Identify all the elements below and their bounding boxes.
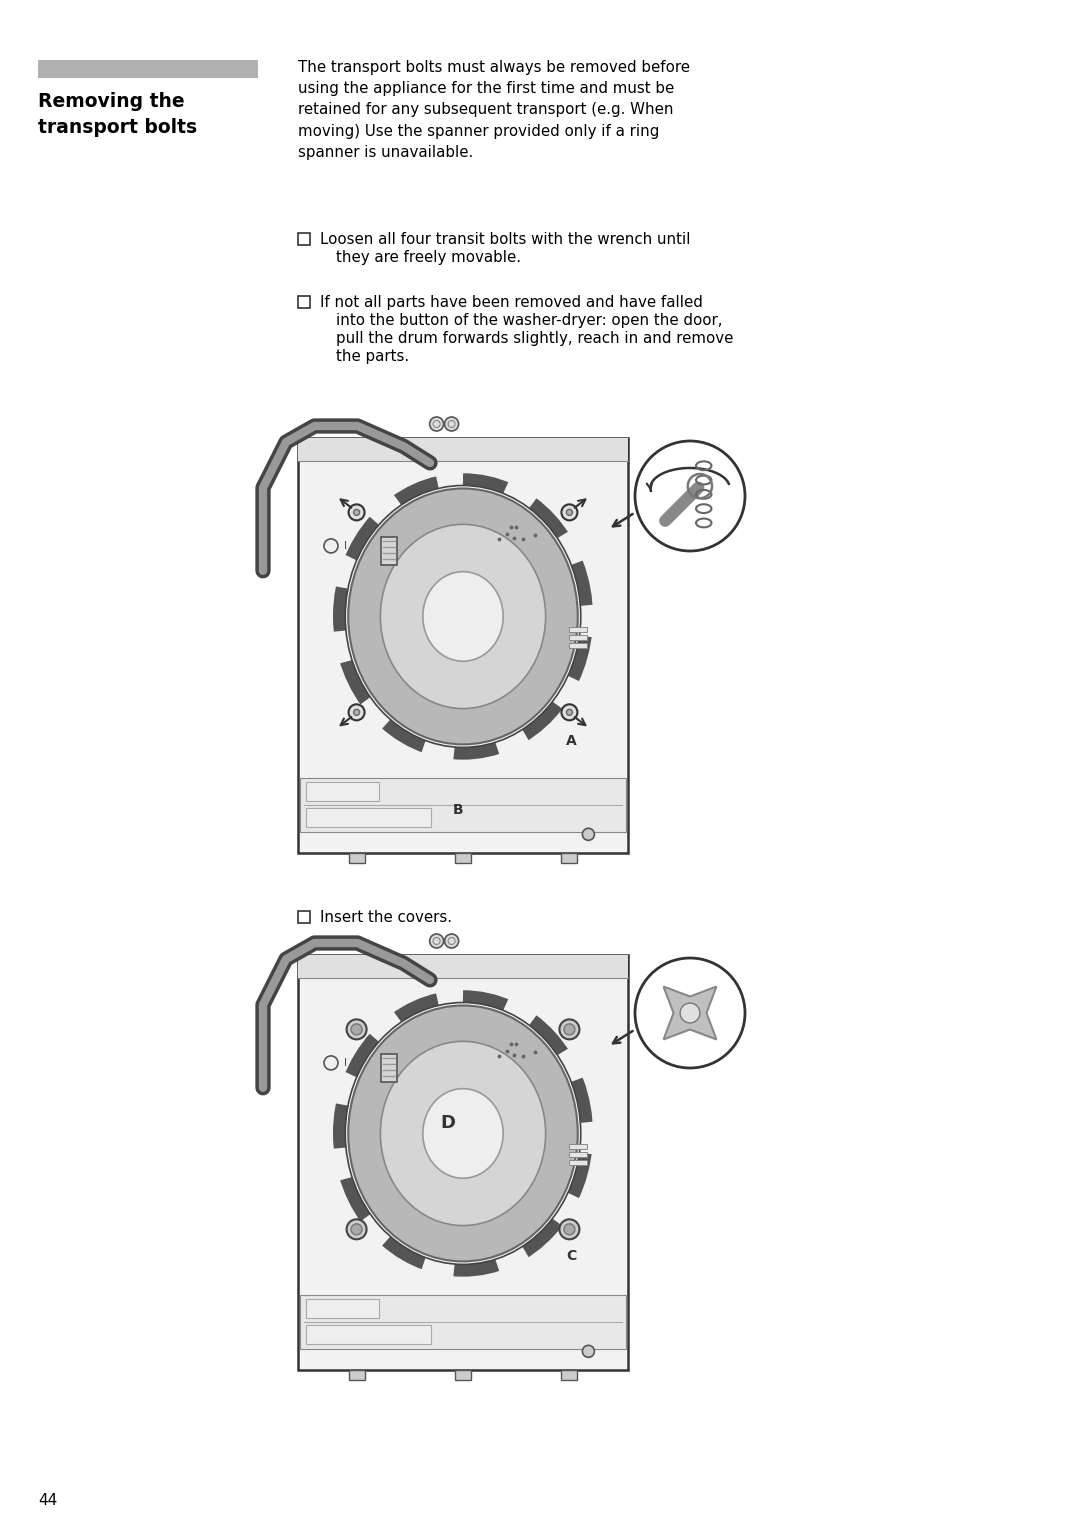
Polygon shape (663, 987, 716, 1039)
Bar (455, 853, 471, 863)
Circle shape (353, 709, 360, 715)
Bar (569, 1144, 588, 1149)
Circle shape (566, 709, 572, 715)
Circle shape (324, 539, 338, 553)
Circle shape (349, 705, 365, 720)
Circle shape (324, 1056, 338, 1069)
Circle shape (680, 1003, 700, 1023)
Text: If not all parts have been removed and have falled: If not all parts have been removed and h… (320, 296, 703, 309)
Bar (306, 1299, 379, 1318)
Ellipse shape (380, 524, 545, 709)
Bar (455, 1370, 471, 1380)
Text: B: B (453, 803, 463, 817)
Bar (350, 1370, 365, 1380)
Text: pull the drum forwards slightly, reach in and remove: pull the drum forwards slightly, reach i… (336, 331, 733, 346)
Text: D: D (441, 1114, 456, 1132)
Circle shape (566, 509, 572, 515)
Bar (298, 233, 310, 245)
Circle shape (347, 1219, 366, 1239)
Text: I: I (341, 1059, 347, 1068)
Text: I: I (341, 541, 347, 552)
Circle shape (445, 417, 459, 430)
Bar (306, 783, 379, 801)
Bar (300, 1295, 626, 1350)
Text: Insert the covers.: Insert the covers. (320, 910, 453, 925)
Bar (306, 809, 431, 827)
Circle shape (445, 935, 459, 948)
Text: A: A (566, 734, 577, 748)
Circle shape (430, 417, 444, 430)
Bar (561, 1370, 577, 1380)
Text: The transport bolts must always be removed before
using the appliance for the fi: The transport bolts must always be remov… (298, 60, 690, 159)
Bar (298, 912, 310, 922)
Ellipse shape (380, 1042, 545, 1226)
Bar (38, 60, 258, 78)
Bar (350, 853, 365, 863)
Circle shape (351, 1023, 362, 1036)
Bar (569, 1152, 588, 1157)
Bar (298, 954, 627, 1370)
Circle shape (559, 1219, 580, 1239)
Bar (569, 643, 588, 648)
Bar (569, 636, 588, 640)
Circle shape (635, 958, 745, 1068)
Circle shape (347, 1019, 366, 1039)
Ellipse shape (423, 1089, 503, 1178)
Text: the parts.: the parts. (336, 349, 409, 365)
Circle shape (351, 1224, 362, 1235)
Circle shape (635, 441, 745, 552)
Circle shape (562, 705, 578, 720)
Text: 44: 44 (38, 1494, 57, 1507)
Circle shape (349, 504, 365, 521)
Text: they are freely movable.: they are freely movable. (336, 250, 521, 265)
Text: C: C (566, 1249, 577, 1264)
Ellipse shape (348, 489, 578, 745)
Circle shape (353, 509, 360, 515)
Bar (569, 1160, 588, 1166)
Bar (298, 954, 627, 977)
Circle shape (582, 1345, 594, 1357)
Bar (306, 1325, 431, 1344)
Circle shape (562, 504, 578, 521)
Bar (300, 778, 626, 832)
Bar (381, 536, 396, 565)
Circle shape (559, 1019, 580, 1039)
Text: into the button of the washer-dryer: open the door,: into the button of the washer-dryer: ope… (336, 313, 723, 328)
Text: Removing the
transport bolts: Removing the transport bolts (38, 92, 198, 136)
Circle shape (430, 935, 444, 948)
Circle shape (582, 829, 594, 841)
Text: Loosen all four transit bolts with the wrench until: Loosen all four transit bolts with the w… (320, 231, 690, 247)
Bar (298, 438, 627, 461)
Circle shape (564, 1023, 575, 1036)
Bar (298, 438, 627, 853)
Bar (569, 628, 588, 633)
Ellipse shape (348, 1005, 578, 1261)
Bar (561, 853, 577, 863)
Bar (381, 1054, 396, 1082)
Circle shape (564, 1224, 575, 1235)
Ellipse shape (423, 571, 503, 662)
Bar (298, 296, 310, 308)
